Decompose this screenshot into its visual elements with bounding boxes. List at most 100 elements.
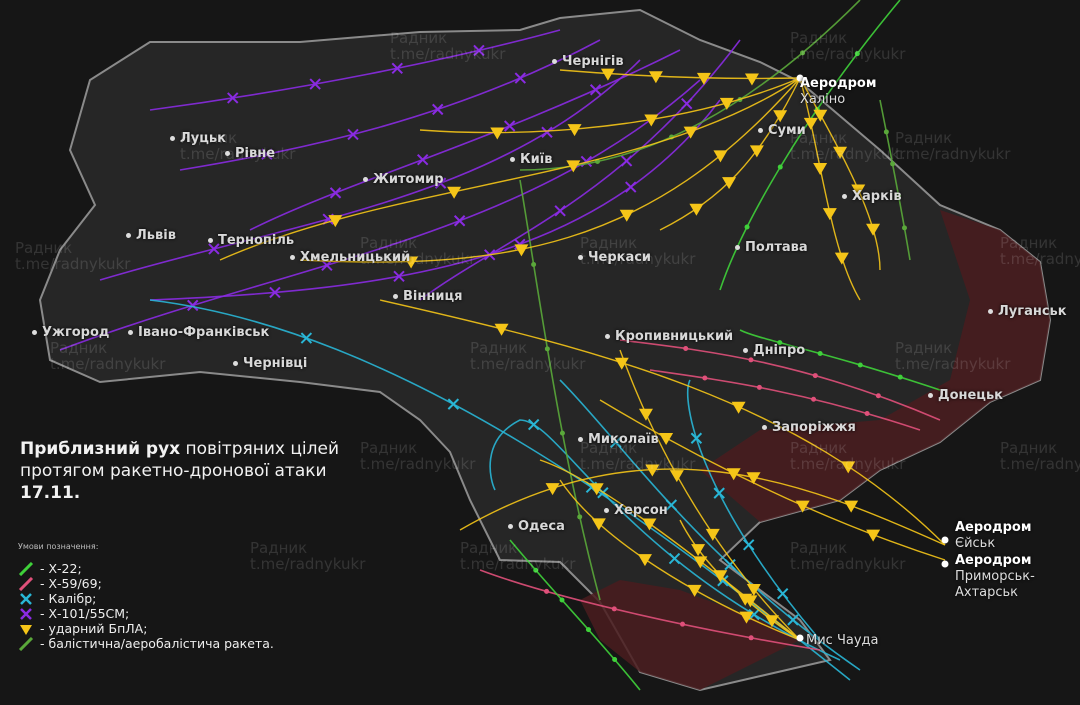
legend-label: - балістична/аеробалістича ракета.: [40, 636, 274, 651]
city-name: Харків: [852, 189, 902, 204]
city-dot-icon: [758, 128, 763, 133]
missile-marker: [724, 558, 736, 571]
missile-marker: [269, 286, 281, 299]
drone-marker: [722, 177, 737, 190]
city-dot-icon: [578, 255, 583, 260]
city-name: Житомир: [373, 172, 444, 187]
drone-marker: [822, 208, 837, 221]
drone-marker: [447, 186, 462, 199]
flight-path: [419, 39, 741, 301]
city-dot-icon: [928, 393, 933, 398]
drone-marker: [659, 432, 674, 445]
city-name: Черкаси: [588, 250, 652, 265]
occupied-crimea: [580, 580, 800, 690]
city-dot-icon: [208, 238, 213, 243]
flight-path: [479, 569, 821, 651]
missile-marker: [527, 418, 540, 431]
city-dot-icon: [393, 294, 398, 299]
city-name: Одеса: [518, 519, 565, 534]
launch-site-khalino: Аеродром Халіно: [800, 76, 877, 107]
city-name: Ужгород: [42, 325, 110, 340]
city-label: Дніпро: [743, 343, 805, 358]
missile-marker: [787, 614, 799, 626]
missile-marker: [857, 362, 863, 368]
missile-marker: [854, 51, 860, 57]
missile-marker: [777, 340, 783, 346]
city-name: Кропивницький: [615, 329, 734, 344]
watermark: Радник t.me/radnykukr: [895, 339, 1011, 373]
flight-path: [799, 77, 881, 271]
drone-marker: [833, 146, 848, 159]
city-name: Миколаїв: [588, 432, 659, 447]
watermark: Радник t.me/radnykukr: [790, 439, 906, 473]
drone-marker: [726, 468, 741, 481]
missile-marker: [589, 84, 602, 96]
city-name: Чернівці: [243, 356, 308, 371]
flight-path: [249, 49, 681, 231]
missile-marker: [683, 346, 689, 352]
city-name: Львів: [136, 228, 176, 243]
drone-marker: [841, 461, 856, 474]
launch-site-dot-icon: [941, 536, 949, 544]
flight-path: [179, 39, 601, 171]
drone-marker: [687, 584, 702, 597]
drone-marker: [683, 126, 698, 139]
city-name: Хмельницький: [300, 250, 411, 265]
missile-marker: [261, 148, 273, 160]
legend-label: - Калібр;: [40, 591, 97, 606]
drone-marker: [591, 518, 606, 531]
missile-marker: [391, 62, 403, 74]
missile-marker: [901, 225, 907, 231]
missile-marker: [447, 398, 460, 410]
drone-marker: [669, 470, 684, 483]
drone-marker: [713, 150, 728, 163]
flight-path: [687, 379, 821, 641]
legend-item: - балістична/аеробалістича ракета.: [18, 636, 274, 651]
missile-marker: [625, 181, 637, 193]
city-name: Донецьк: [938, 388, 1003, 403]
launch-site-yeysk: Аеродром Єйськ: [955, 520, 1032, 551]
missile-marker: [690, 432, 703, 444]
watermark: Радник t.me/radnykukr: [790, 129, 906, 163]
watermark: Радник t.me/radnykukr: [15, 239, 131, 273]
city-label: Ужгород: [32, 325, 109, 340]
missile-marker: [776, 587, 789, 600]
drone-marker: [744, 73, 759, 86]
launch-site-chauda: Мис Чауда: [806, 633, 879, 648]
watermark: Радник t.me/radnykukr: [580, 234, 696, 268]
drone-marker: [566, 160, 581, 173]
city-name: Дніпро: [753, 343, 806, 358]
drone-marker: [567, 124, 582, 137]
city-name: Суми: [768, 123, 806, 138]
flight-path: [519, 179, 601, 601]
city-dot-icon: [290, 255, 295, 260]
drone-marker: [813, 109, 828, 122]
city-dot-icon: [735, 245, 740, 250]
missile-marker: [744, 224, 750, 230]
missile-marker: [347, 128, 359, 141]
city-label: Івано-Франківськ: [128, 325, 269, 340]
drone-marker: [614, 357, 629, 370]
missile-marker: [610, 436, 622, 449]
drone-marker: [739, 611, 754, 624]
flight-paths: [59, 0, 949, 691]
flight-path: [559, 479, 801, 641]
city-dot-icon: [578, 437, 583, 442]
missile-marker: [883, 129, 889, 135]
drone-marker: [589, 483, 604, 496]
missile-marker: [681, 98, 693, 110]
city-name: Запоріжжя: [772, 420, 856, 435]
missile-marker: [503, 120, 516, 132]
city-name: Івано-Франківськ: [138, 325, 270, 340]
city-label: Запоріжжя: [762, 420, 856, 435]
drone-marker: [795, 500, 810, 513]
city-label: Херсон: [604, 503, 668, 518]
missile-marker: [453, 215, 466, 227]
city-name: Чернігів: [562, 54, 624, 69]
city-dot-icon: [128, 330, 133, 335]
drone-marker: [644, 114, 659, 127]
city-label: Київ: [510, 152, 552, 167]
flight-path: [489, 419, 841, 661]
drone-marker: [689, 203, 704, 216]
